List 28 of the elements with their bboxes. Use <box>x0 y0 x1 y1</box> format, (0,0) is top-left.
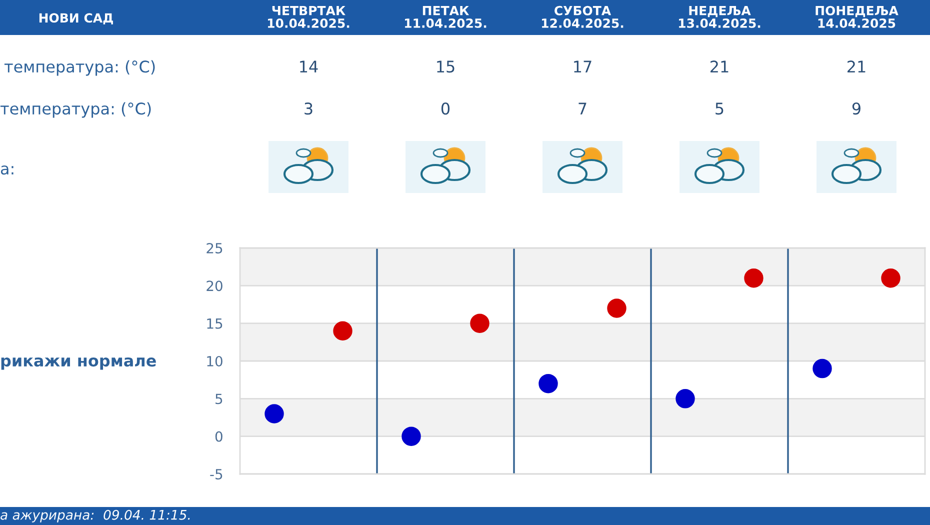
text: а: <box>0 165 14 175</box>
data-label: 14 <box>300 60 318 72</box>
y-tick-label: 25 <box>206 242 222 254</box>
data-label: 21 <box>848 60 866 72</box>
text: температура: (°C) <box>0 102 151 118</box>
text: ПОНЕДЕЉА 14.04.2025 <box>816 6 898 28</box>
data-label: 0 <box>441 102 450 115</box>
text: НЕДЕЉА 13.04.2025. <box>679 6 760 28</box>
y-tick-label: -5 <box>210 469 222 480</box>
data-label: 5 <box>716 102 724 115</box>
y-tick-label: 5 <box>216 394 222 404</box>
text: СУБОТА 12.04.2025. <box>542 6 624 28</box>
data-label: 21 <box>710 60 728 72</box>
text: а ажурирана: 09.04. 11:15. <box>0 510 190 522</box>
y-tick-label: 0 <box>215 431 222 442</box>
text: ПЕТАК 11.04.2025. <box>405 6 486 28</box>
text: рикажи нормале <box>1 357 156 370</box>
data-label: 15 <box>437 60 454 73</box>
data-label: 9 <box>852 102 860 115</box>
y-tick-label: 15 <box>207 318 222 329</box>
text: температура: (°C) <box>4 60 155 76</box>
y-tick-label: 10 <box>207 356 222 366</box>
data-label: 3 <box>304 102 312 115</box>
text: НОВИ САД <box>39 13 113 24</box>
data-label: 7 <box>578 102 586 114</box>
y-tick-label: 20 <box>206 280 222 292</box>
text: ЧЕТВРТАК 10.04.2025. <box>268 6 350 28</box>
data-label: 17 <box>574 60 592 72</box>
